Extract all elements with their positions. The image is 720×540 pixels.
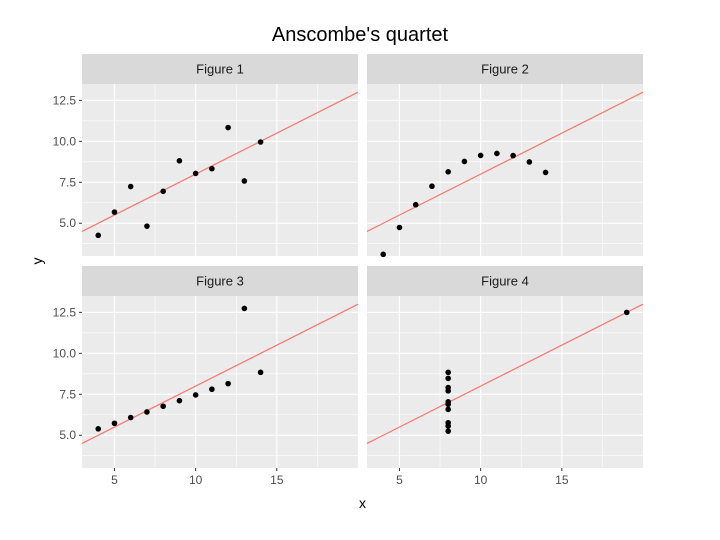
- regression-line-4: [366, 303, 644, 444]
- data-point: [445, 406, 451, 413]
- data-point: [144, 409, 150, 415]
- data-point: [445, 384, 451, 391]
- regression-line-3: [81, 303, 359, 444]
- data-point: [257, 369, 264, 376]
- data-point: [111, 420, 118, 427]
- data-point: [160, 403, 166, 410]
- facet-strip-3: [82, 266, 358, 296]
- facet-strip-2: [367, 54, 643, 84]
- data-point: [192, 392, 199, 398]
- panel-background-1: [82, 84, 358, 256]
- data-point: [380, 251, 387, 258]
- data-point: [225, 380, 231, 387]
- y-tick-label: 10.0: [53, 346, 77, 360]
- y-tick-label: 12.5: [53, 305, 77, 319]
- y-tick-label: 7.5: [59, 387, 76, 401]
- data-point: [494, 150, 500, 157]
- data-point: [111, 209, 118, 215]
- data-point: [412, 201, 419, 208]
- y-tick-label: 12.5: [53, 93, 77, 107]
- data-point: [510, 152, 516, 159]
- facet-strip-1: [82, 54, 358, 84]
- data-point: [429, 183, 435, 190]
- regression-line-1: [81, 91, 359, 232]
- data-point: [445, 169, 451, 175]
- y-tick-label: 10.0: [53, 134, 77, 148]
- data-point: [209, 386, 215, 393]
- data-point: [95, 232, 102, 239]
- facet-label-3: Figure 3: [196, 274, 244, 289]
- data-point: [209, 165, 215, 172]
- data-point: [445, 428, 451, 434]
- regression-line-2: [366, 91, 644, 232]
- data-point: [176, 397, 183, 404]
- data-point: [225, 124, 231, 131]
- data-point: [144, 223, 150, 229]
- data-point: [445, 375, 451, 382]
- chart-title: Anscombe's quartet: [271, 24, 449, 46]
- data-point: [526, 159, 533, 165]
- x-tick-label: 5: [111, 473, 118, 487]
- data-point: [445, 401, 451, 408]
- data-point: [445, 369, 451, 376]
- facet-label-2: Figure 2: [481, 62, 529, 77]
- facet-label-4: Figure 4: [481, 274, 529, 289]
- y-tick-label: 5.0: [59, 216, 76, 230]
- facet-strip-4: [367, 266, 643, 296]
- data-point: [241, 305, 248, 312]
- panel-background-2: [367, 84, 643, 256]
- data-point: [192, 170, 199, 177]
- panel-background-3: [82, 296, 358, 468]
- x-tick-label: 15: [555, 473, 569, 487]
- data-point: [257, 139, 264, 145]
- x-axis-title: x: [359, 495, 366, 511]
- data-point: [241, 178, 248, 184]
- x-tick-label: 15: [270, 473, 284, 487]
- data-point: [542, 169, 549, 176]
- data-point: [623, 309, 630, 316]
- x-tick-label: 5: [396, 473, 403, 487]
- data-point: [396, 224, 403, 231]
- data-point: [127, 414, 134, 421]
- data-point: [176, 158, 183, 164]
- data-point: [477, 152, 484, 159]
- data-point: [95, 426, 102, 432]
- y-tick-label: 7.5: [59, 175, 76, 189]
- data-point: [127, 183, 134, 190]
- y-axis-title: y: [29, 258, 45, 265]
- y-tick-label: 5.0: [59, 428, 76, 442]
- facet-label-1: Figure 1: [196, 62, 244, 77]
- panel-background-4: [367, 296, 643, 468]
- x-tick-label: 10: [474, 473, 488, 487]
- x-tick-label: 10: [189, 473, 203, 487]
- data-point: [160, 188, 166, 195]
- data-point: [445, 423, 451, 429]
- data-point: [461, 158, 468, 165]
